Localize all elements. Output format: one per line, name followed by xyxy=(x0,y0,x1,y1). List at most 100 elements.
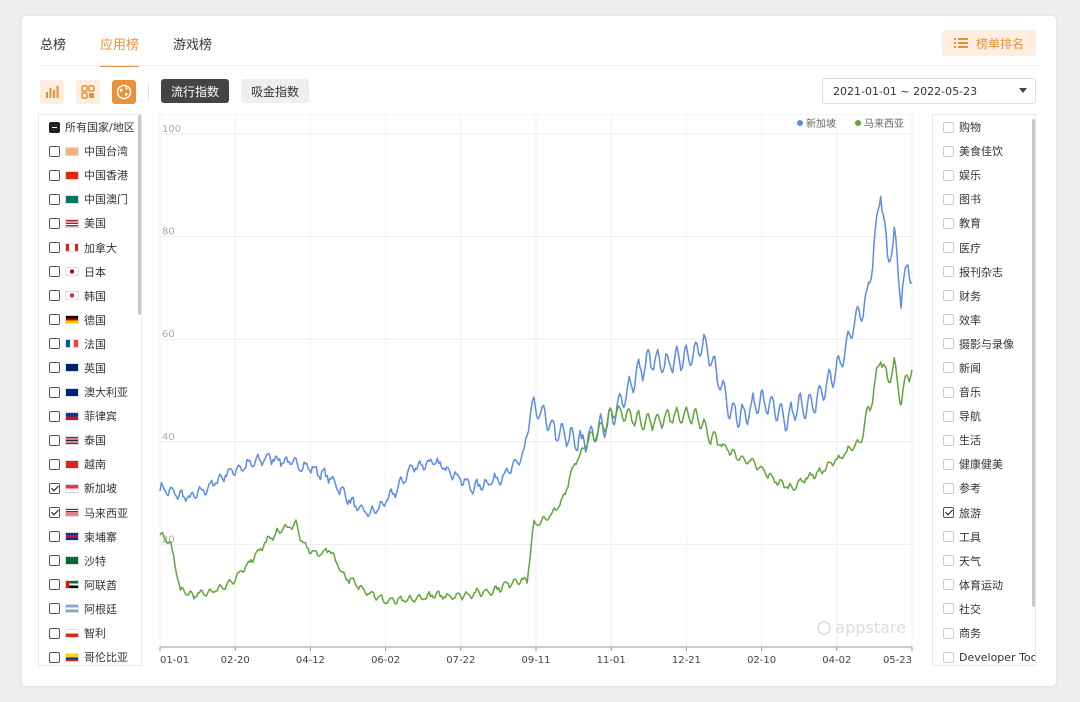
grid-view-button[interactable] xyxy=(76,80,100,104)
country-item[interactable]: 德国 xyxy=(39,308,141,332)
category-checkbox[interactable] xyxy=(943,386,954,398)
country-item[interactable]: 越南 xyxy=(39,452,141,476)
country-item[interactable]: 澳大利亚 xyxy=(39,380,141,404)
country-checkbox[interactable] xyxy=(49,410,60,422)
category-item[interactable]: Developer Tools xyxy=(933,645,1035,665)
category-checkbox[interactable] xyxy=(943,603,954,615)
globe-view-button[interactable] xyxy=(112,80,136,104)
tab-overall[interactable]: 总榜 xyxy=(40,38,67,53)
country-item[interactable]: 所有国家/地区 xyxy=(39,115,141,139)
country-checkbox[interactable] xyxy=(49,121,60,133)
category-checkbox[interactable] xyxy=(943,507,954,519)
country-item[interactable]: 英国 xyxy=(39,356,141,380)
country-item[interactable]: 柬埔寨 xyxy=(39,525,141,549)
category-checkbox[interactable] xyxy=(943,193,954,205)
category-checkbox[interactable] xyxy=(943,555,954,567)
category-item[interactable]: 商务 xyxy=(933,621,1035,645)
country-checkbox[interactable] xyxy=(49,603,60,615)
country-item[interactable]: 泰国 xyxy=(39,428,141,452)
country-item[interactable]: 菲律宾 xyxy=(39,404,141,428)
country-checkbox[interactable] xyxy=(49,434,60,446)
category-item[interactable]: 导航 xyxy=(933,404,1035,428)
country-item[interactable]: 中国香港 xyxy=(39,163,141,187)
country-item[interactable]: 马来西亚 xyxy=(39,501,141,525)
revenue-index-button[interactable]: 吸金指数 xyxy=(241,79,310,103)
country-checkbox[interactable] xyxy=(49,651,60,663)
country-item[interactable]: 中国澳门 xyxy=(39,187,141,211)
category-item[interactable]: 天气 xyxy=(933,549,1035,573)
category-checkbox[interactable] xyxy=(943,362,954,374)
country-checkbox[interactable] xyxy=(49,193,60,205)
country-checkbox[interactable] xyxy=(49,555,60,567)
category-checkbox[interactable] xyxy=(943,290,954,302)
category-item[interactable]: 旅游 xyxy=(933,501,1035,525)
category-checkbox[interactable] xyxy=(943,579,954,591)
country-item[interactable]: 美国 xyxy=(39,211,141,235)
country-checkbox[interactable] xyxy=(49,145,60,157)
category-item[interactable]: 工具 xyxy=(933,525,1035,549)
country-checkbox[interactable] xyxy=(49,507,60,519)
category-item[interactable]: 社交 xyxy=(933,597,1035,621)
category-item[interactable]: 医疗 xyxy=(933,235,1035,259)
category-item[interactable]: 摄影与录像 xyxy=(933,332,1035,356)
category-item[interactable]: 参考 xyxy=(933,476,1035,500)
category-item[interactable]: 生活 xyxy=(933,428,1035,452)
category-checkbox[interactable] xyxy=(943,145,954,157)
country-list[interactable]: 所有国家/地区 中国台湾 中国香港 中国澳门 美国 加拿大 日本 韩国 德国 法国 英国 澳大利亚 菲律… xyxy=(38,114,142,666)
country-item[interactable]: 法国 xyxy=(39,332,141,356)
category-checkbox[interactable] xyxy=(943,217,954,229)
country-checkbox[interactable] xyxy=(49,458,60,470)
category-checkbox[interactable] xyxy=(943,531,954,543)
category-checkbox[interactable] xyxy=(943,651,954,663)
country-checkbox[interactable] xyxy=(49,266,60,278)
country-item[interactable]: 日本 xyxy=(39,260,141,284)
country-checkbox[interactable] xyxy=(49,290,60,302)
category-item[interactable]: 娱乐 xyxy=(933,163,1035,187)
country-checkbox[interactable] xyxy=(49,362,60,374)
bar-chart-view-button[interactable] xyxy=(40,80,64,104)
date-range-select[interactable]: 2021-01-01 ~ 2022-05-23 xyxy=(822,78,1036,104)
category-checkbox[interactable] xyxy=(943,338,954,350)
category-item[interactable]: 新闻 xyxy=(933,356,1035,380)
country-checkbox[interactable] xyxy=(49,314,60,326)
category-checkbox[interactable] xyxy=(943,458,954,470)
country-checkbox[interactable] xyxy=(49,627,60,639)
rank-list-button[interactable]: 榜单排名 xyxy=(942,30,1036,56)
category-checkbox[interactable] xyxy=(943,121,954,133)
category-checkbox[interactable] xyxy=(943,266,954,278)
category-checkbox[interactable] xyxy=(943,314,954,326)
country-checkbox[interactable] xyxy=(49,338,60,350)
category-item[interactable]: 图书 xyxy=(933,187,1035,211)
category-item[interactable]: 美食佳饮 xyxy=(933,139,1035,163)
country-item[interactable]: 新加坡 xyxy=(39,476,141,500)
country-checkbox[interactable] xyxy=(49,386,60,398)
category-list-scrollbar[interactable] xyxy=(1032,119,1035,607)
category-checkbox[interactable] xyxy=(943,169,954,181)
category-checkbox[interactable] xyxy=(943,434,954,446)
category-item[interactable]: 购物 xyxy=(933,115,1035,139)
category-checkbox[interactable] xyxy=(943,242,954,254)
category-item[interactable]: 体育运动 xyxy=(933,573,1035,597)
category-item[interactable]: 健康健美 xyxy=(933,452,1035,476)
category-item[interactable]: 音乐 xyxy=(933,380,1035,404)
country-item[interactable]: 加拿大 xyxy=(39,235,141,259)
category-item[interactable]: 财务 xyxy=(933,284,1035,308)
country-checkbox[interactable] xyxy=(49,242,60,254)
country-checkbox[interactable] xyxy=(49,579,60,591)
country-item[interactable]: 沙特 xyxy=(39,549,141,573)
country-checkbox[interactable] xyxy=(49,169,60,181)
category-item[interactable]: 效率 xyxy=(933,308,1035,332)
country-item[interactable]: 阿联酋 xyxy=(39,573,141,597)
popularity-index-button[interactable]: 流行指数 xyxy=(161,79,230,103)
category-checkbox[interactable] xyxy=(943,482,954,494)
category-checkbox[interactable] xyxy=(943,410,954,422)
country-list-scrollbar[interactable] xyxy=(138,115,141,315)
country-checkbox[interactable] xyxy=(49,217,60,229)
tab-apps[interactable]: 应用榜 xyxy=(100,34,140,67)
country-item[interactable]: 智利 xyxy=(39,621,141,645)
country-item[interactable]: 阿根廷 xyxy=(39,597,141,621)
category-list[interactable]: 购物 美食佳饮 娱乐 图书 教育 医疗 报刊杂志 财务 效率 摄影与录像 新闻 音乐 导航 生活 健康健美参… xyxy=(932,114,1036,666)
category-checkbox[interactable] xyxy=(943,627,954,639)
country-item[interactable]: 哥伦比亚 xyxy=(39,645,141,665)
country-checkbox[interactable] xyxy=(49,531,60,543)
